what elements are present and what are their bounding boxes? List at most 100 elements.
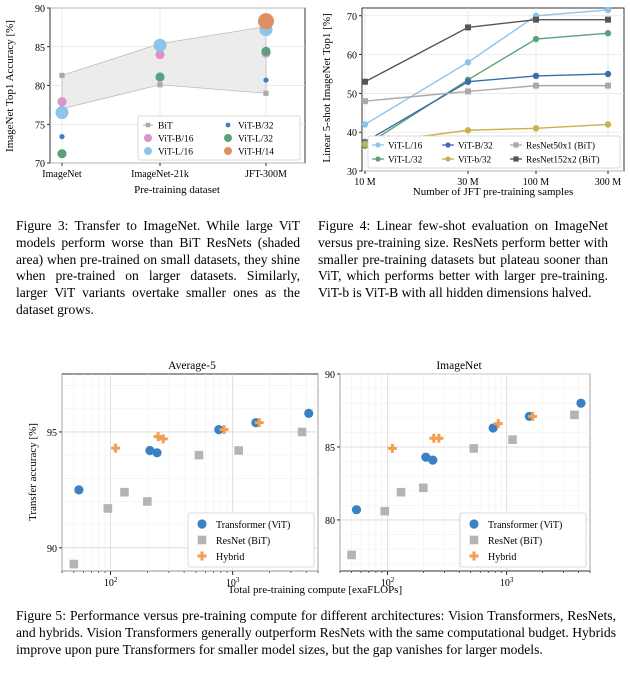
fig5b-legend-swatch [469, 519, 479, 529]
figure-5-caption-text: Figure 5: Performance versus pre-trainin… [16, 608, 616, 657]
fig5b-point-transformer-vit [488, 423, 498, 433]
fig4-legend-swatch [513, 156, 519, 162]
fig5a-point-hybrid [111, 443, 121, 453]
fig5a-point-resnet-bit [297, 427, 307, 437]
fig5b-point-transformer-vit [428, 455, 438, 465]
fig3-ylabel: ImageNet Top1 Accuracy [%] [4, 20, 16, 152]
fig5a-xtick-label: 103 [226, 576, 240, 589]
figure-4-chart: Linear 5-shot ImageNet Top1 [%] Number o… [321, 6, 625, 198]
fig3-bit-point [59, 72, 65, 79]
fig4-line-vit-l-16-point [464, 59, 472, 66]
fig4-legend-label: ResNet50x1 (BiT) [526, 141, 595, 152]
fig5b-point-transformer-vit [576, 398, 586, 408]
fig4-ytick-label: 30 [347, 167, 357, 178]
fig5a-point-resnet-bit [69, 559, 79, 569]
fig4-line-vit-l-32-point [604, 30, 612, 37]
figure-3-chart: ImageNet Top1 Accuracy [%] Pre-training … [4, 4, 306, 196]
fig3-xtick-label: ImageNet [42, 169, 82, 180]
fig4-ytick-label: 70 [347, 12, 357, 23]
fig5a-ytick-label: 95 [47, 428, 57, 439]
fig5a-point-transformer-vit [74, 485, 84, 495]
fig4-xlabel: Number of JFT pre-training samples [413, 186, 574, 198]
fig4-xtick-label: 10 M [354, 177, 376, 188]
fig4-line-resnet50x1-bit- [364, 84, 608, 102]
fig4-ylabel: Linear 5-shot ImageNet Top1 [%] [321, 13, 333, 162]
fig4-line-vit-b-32-point [464, 78, 472, 85]
fig5a-point-resnet-bit [103, 504, 113, 513]
figure-3-caption: Figure 3: Transfer to ImageNet. While la… [16, 218, 300, 319]
fig3-legend-swatch [144, 134, 152, 142]
fig4-line-vit-b-32-point [464, 127, 472, 134]
fig5a-point-transformer-vit [214, 425, 224, 435]
fig3-point-vit-l-32 [261, 46, 271, 57]
fig5b-point-resnet-bit [570, 410, 579, 420]
fig3-xtick-label: ImageNet-21k [131, 169, 189, 180]
fig3-legend-swatch [224, 147, 232, 155]
fig3-legend-label: ViT-B/32 [238, 122, 274, 132]
fig4-line-resnet50x1-bit--point [605, 82, 611, 89]
fig5b-point-resnet-bit [347, 550, 356, 560]
fig4-line-resnet50x1-bit--point [465, 88, 471, 95]
fig5a-point-hybrid [254, 418, 264, 428]
fig4-line-vit-b-32-point [532, 125, 540, 132]
fig5b-xtick-label: 103 [500, 576, 514, 589]
fig5b-point-transformer-vit [421, 452, 431, 462]
fig3-legend-label: BiT [158, 122, 173, 132]
fig5b-point-hybrid [493, 419, 503, 429]
fig5a-legend-label: Transformer (ViT) [216, 520, 290, 531]
fig4-xtick-label: 100 M [523, 177, 550, 188]
fig5a-point-resnet-bit [143, 497, 152, 506]
fig3-point-vit-h-14 [258, 13, 274, 30]
fig4-legend-swatch [445, 156, 451, 162]
fig5b-point-resnet-bit [419, 483, 428, 493]
fig5a-xtick-label: 102 [104, 576, 118, 589]
fig5a-legend-swatch [197, 551, 207, 561]
fig5a-point-hybrid [158, 434, 168, 444]
fig5b-point-hybrid [528, 411, 538, 421]
fig4-line-resnet152x2-bit--point [533, 16, 539, 23]
fig4-line-resnet152x2-bit--point [465, 24, 471, 31]
fig5a-point-resnet-bit [194, 450, 204, 460]
fig4-line-resnet50x1-bit--point [362, 98, 368, 105]
fig3-ytick-label: 75 [35, 120, 45, 131]
fig4-legend [367, 135, 621, 169]
fig5-ylabel: Transfer accuracy [%] [27, 423, 39, 521]
fig4-line-resnet152x2-bit- [364, 18, 608, 83]
fig5b-point-hybrid [387, 443, 397, 453]
fig5b-ytick-label: 85 [325, 443, 335, 454]
fig3-legend-swatch [145, 122, 151, 128]
fig5a-legend [187, 512, 315, 568]
fig3-xlabel: Pre-training dataset [134, 184, 220, 196]
fig3-legend-label: ViT-H/14 [238, 148, 274, 158]
fig3-ytick-label: 70 [35, 159, 45, 170]
fig5a-title: Average-5 [168, 360, 216, 372]
fig3-ytick-label: 80 [35, 82, 45, 93]
fig3-bit-point [263, 90, 269, 96]
fig5b-point-resnet-bit [380, 506, 390, 516]
figure-3-caption-text: Figure 3: Transfer to ImageNet. While la… [16, 218, 300, 317]
fig5a-point-transformer-vit [145, 445, 155, 456]
fig3-legend-swatch [224, 134, 232, 142]
fig3-legend [137, 115, 301, 161]
fig3-point-vit-b-32 [263, 77, 269, 83]
fig3-xtick-label: JFT-300M [245, 169, 287, 180]
fig5b-legend-swatch [469, 551, 479, 561]
fig5a-legend-label: ResNet (BiT) [216, 536, 270, 547]
fig3-ytick-label: 85 [35, 43, 45, 54]
fig5a-point-resnet-bit [120, 487, 129, 497]
fig3-point-vit-b-32 [59, 134, 65, 140]
fig3-bit-point [157, 82, 163, 88]
fig5-xlabel: Total pre-training compute [exaFLOPs] [228, 584, 402, 596]
fig4-line-vit-l-16 [364, 9, 609, 126]
fig5b-point-resnet-bit [508, 435, 517, 444]
fig3-point-vit-l-16 [153, 38, 167, 52]
fig3-point-vit-l-32 [57, 149, 67, 159]
fig5b-ytick-label: 80 [325, 516, 335, 527]
fig4-legend-label: ViT-B/32 [458, 142, 493, 152]
fig4-line-vit-l-16-point [361, 121, 369, 128]
fig3-legend-label: ViT-L/16 [158, 148, 193, 158]
fig5a-legend-swatch [197, 535, 207, 545]
fig4-line-vit-l-32-point [532, 35, 540, 43]
fig4-legend-swatch [445, 142, 451, 148]
fig3-legend-swatch [144, 147, 152, 155]
